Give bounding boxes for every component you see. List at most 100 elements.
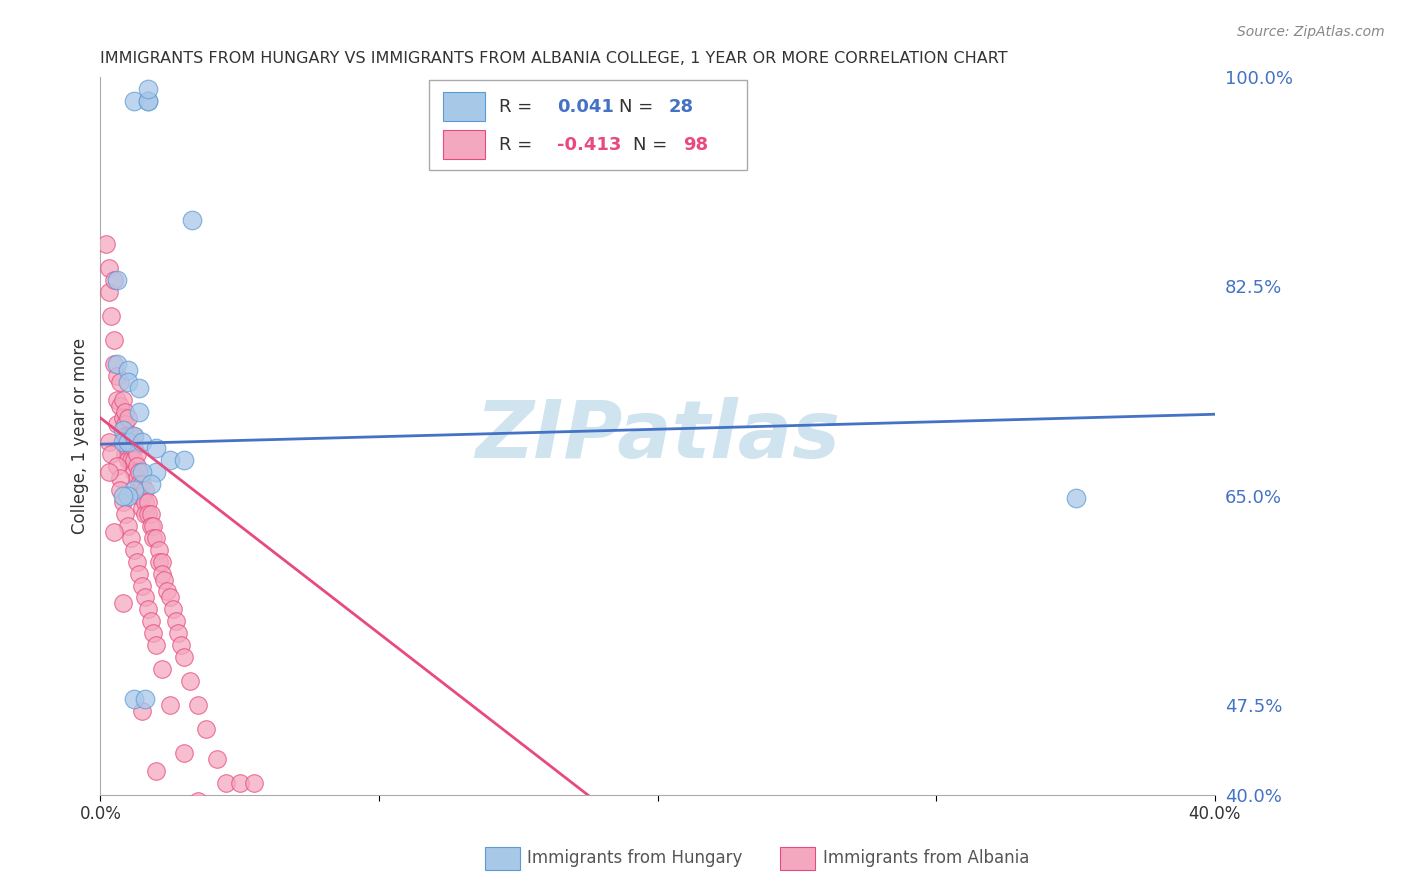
Text: -0.413: -0.413 (557, 136, 621, 153)
Point (117, 410, 139, 425)
Point (134, 494, 156, 508)
Point (103, 524, 125, 539)
Point (120, 531, 142, 545)
Point (120, 452, 142, 467)
Point (114, 405, 136, 419)
Point (148, 542, 170, 557)
Point (111, 392, 134, 407)
Point (162, 602, 184, 616)
Point (156, 584, 179, 599)
Point (108, 375, 131, 389)
Point (134, 507, 156, 521)
Point (117, 375, 139, 389)
Point (131, 704, 153, 718)
Point (125, 447, 148, 461)
Point (114, 507, 136, 521)
Point (117, 434, 139, 449)
Point (142, 626, 165, 640)
Point (122, 465, 145, 479)
Text: Immigrants from Albania: Immigrants from Albania (823, 849, 1029, 867)
Point (215, 776, 238, 790)
Point (100, 447, 122, 461)
Point (187, 794, 209, 808)
Point (136, 94, 159, 108)
Point (207, 752, 229, 766)
Point (117, 452, 139, 467)
Point (111, 423, 134, 437)
Point (131, 476, 153, 491)
Point (142, 531, 165, 545)
Point (128, 566, 150, 581)
Point (122, 429, 145, 443)
Point (114, 429, 136, 443)
Point (228, 776, 250, 790)
FancyBboxPatch shape (443, 93, 485, 121)
Point (111, 597, 134, 611)
Text: Immigrants from Hungary: Immigrants from Hungary (527, 849, 742, 867)
Point (134, 483, 156, 497)
Point (150, 566, 173, 581)
Point (153, 573, 176, 587)
FancyBboxPatch shape (429, 80, 747, 170)
Point (117, 429, 139, 443)
Point (131, 489, 153, 503)
Text: R =: R = (499, 136, 538, 153)
Point (142, 518, 165, 533)
Point (201, 842, 224, 856)
Y-axis label: College, 1 year or more: College, 1 year or more (72, 338, 89, 534)
Point (114, 417, 136, 431)
Point (145, 639, 167, 653)
Point (122, 429, 145, 443)
Point (181, 213, 204, 227)
Point (139, 507, 162, 521)
Point (103, 357, 125, 371)
Point (117, 518, 139, 533)
Point (128, 405, 150, 419)
Point (1064, 491, 1087, 505)
Point (97, 434, 120, 449)
Point (117, 441, 139, 455)
Point (105, 458, 128, 473)
Point (114, 447, 136, 461)
Point (136, 494, 159, 508)
Point (187, 698, 209, 713)
FancyBboxPatch shape (443, 130, 485, 159)
Point (173, 452, 195, 467)
Text: N =: N = (633, 136, 673, 153)
Point (120, 429, 142, 443)
Point (105, 417, 128, 431)
Text: ZIPatlas: ZIPatlas (475, 397, 841, 475)
Text: 0.041: 0.041 (557, 98, 614, 116)
Text: 28: 28 (669, 98, 695, 116)
Point (136, 81, 159, 95)
Point (103, 273, 125, 287)
Point (108, 399, 131, 413)
Point (148, 555, 170, 569)
Point (145, 764, 167, 778)
Point (242, 776, 264, 790)
Point (100, 309, 122, 323)
Text: IMMIGRANTS FROM HUNGARY VS IMMIGRANTS FROM ALBANIA COLLEGE, 1 YEAR OR MORE CORRE: IMMIGRANTS FROM HUNGARY VS IMMIGRANTS FR… (100, 51, 1008, 66)
Point (131, 465, 153, 479)
Point (111, 423, 134, 437)
Point (128, 489, 150, 503)
Point (131, 578, 153, 592)
Point (105, 273, 128, 287)
Text: N =: N = (619, 98, 658, 116)
Point (139, 518, 162, 533)
Text: Source: ZipAtlas.com: Source: ZipAtlas.com (1237, 25, 1385, 39)
Point (122, 94, 145, 108)
Point (97, 465, 120, 479)
Point (150, 555, 173, 569)
Point (111, 489, 134, 503)
Point (122, 441, 145, 455)
Point (145, 441, 167, 455)
Point (145, 531, 167, 545)
Point (159, 452, 181, 467)
Point (159, 591, 181, 605)
Point (114, 434, 136, 449)
Point (173, 746, 195, 760)
Point (159, 812, 181, 826)
Point (134, 591, 156, 605)
Point (117, 363, 139, 377)
